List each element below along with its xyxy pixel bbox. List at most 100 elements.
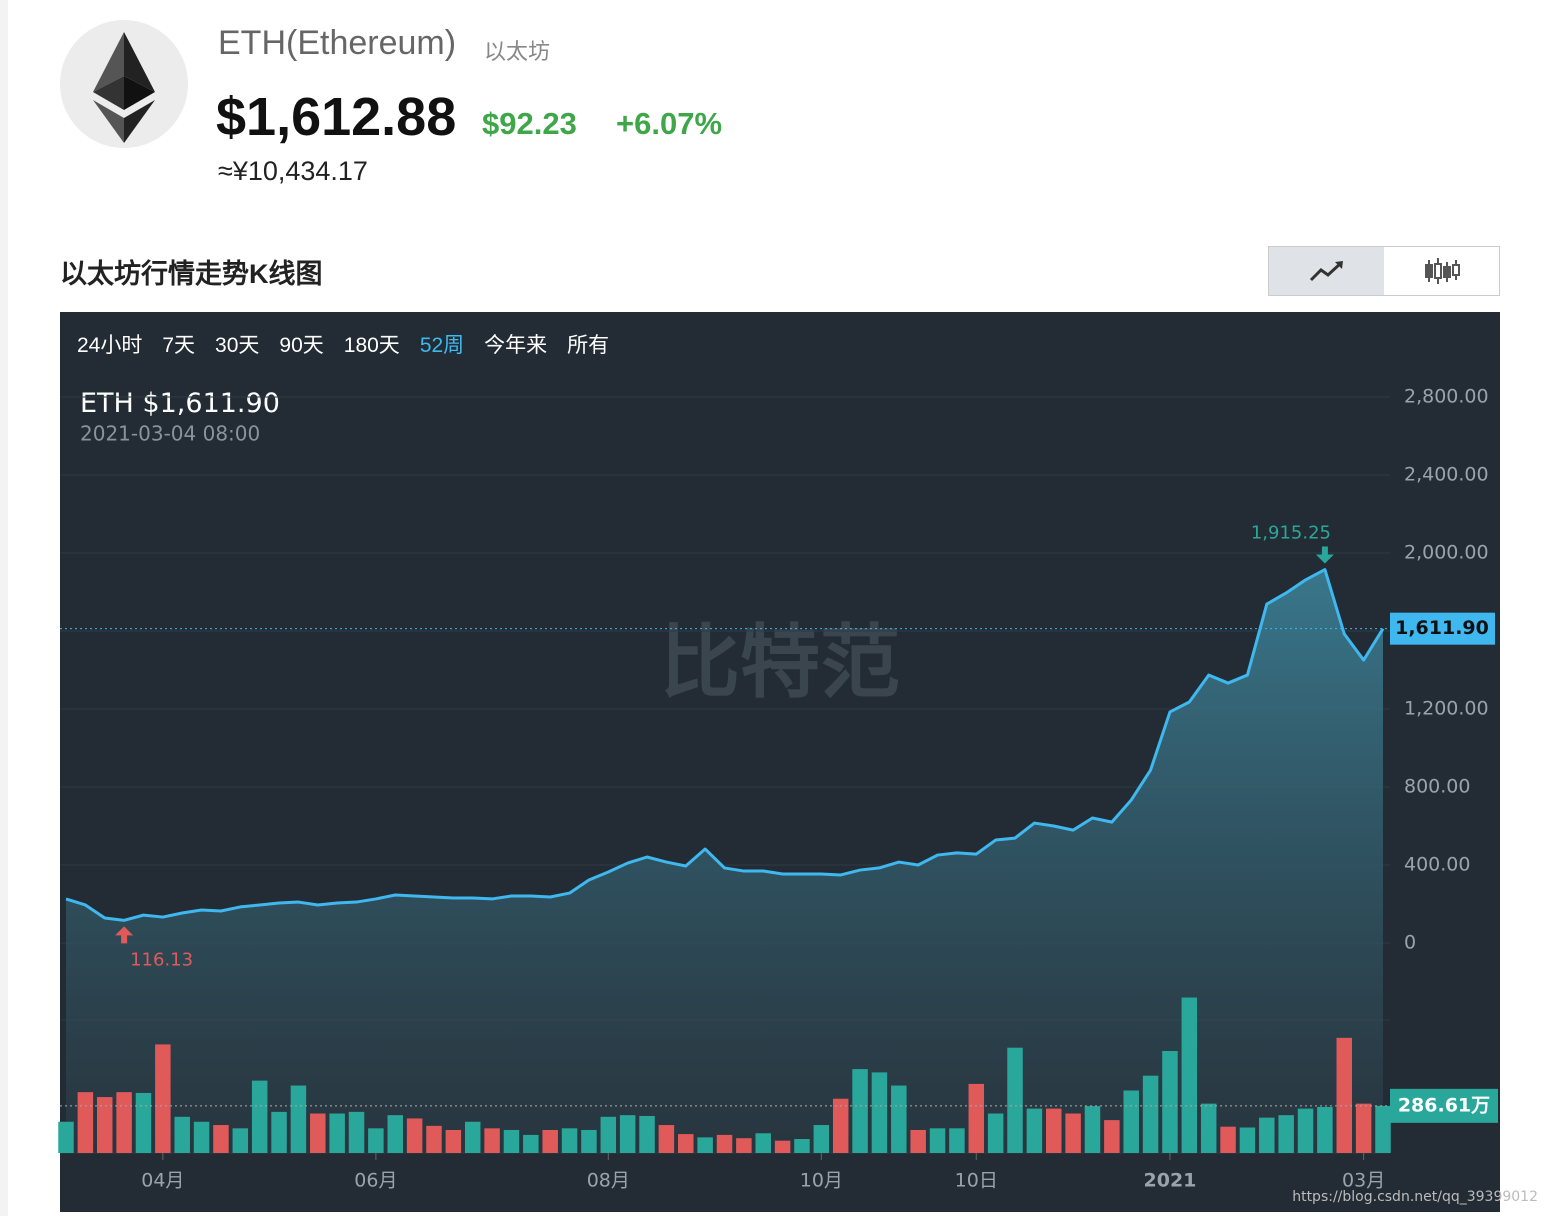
volume-bar	[678, 1134, 694, 1153]
min-arrow	[115, 926, 134, 944]
volume-bar	[1259, 1117, 1275, 1153]
range-tab[interactable]: 90天	[279, 334, 324, 357]
volume-bar	[1007, 1047, 1023, 1153]
range-tab[interactable]: 7天	[162, 334, 196, 357]
footer-url: https://blog.csdn.net/qq_39399012	[1292, 1189, 1538, 1205]
range-tab[interactable]: 180天	[343, 334, 400, 357]
volume-bar	[949, 1128, 965, 1153]
volume-bar	[716, 1134, 733, 1153]
volume-bar	[1084, 1106, 1101, 1153]
range-tab[interactable]: 52周	[419, 334, 465, 357]
volume-bar	[1375, 1105, 1391, 1153]
change: $92.23	[482, 106, 577, 141]
range-tabs: 24小时 7天 30天 90天 180天 52周 今年来 所有	[60, 312, 1500, 376]
volume-bar	[542, 1129, 558, 1153]
current-volume-tag	[1390, 1088, 1498, 1123]
y-tick-label: 0	[1404, 932, 1416, 954]
volume-bar	[464, 1121, 481, 1153]
volume-bar	[348, 1111, 365, 1153]
min-label: 116.13	[130, 949, 193, 970]
section-title: 以太坊行情走势K线图	[60, 259, 323, 289]
volume-bar	[484, 1128, 500, 1153]
volume-bar	[774, 1140, 791, 1153]
max-label: 1,915.25	[1251, 523, 1331, 544]
readout-price: $1,611.90	[142, 388, 279, 419]
name-cn: 以太坊	[484, 39, 551, 64]
volume-bar	[891, 1085, 907, 1153]
volume-bar	[174, 1116, 190, 1153]
candle-view-button[interactable]	[1384, 247, 1499, 295]
volume-bar	[561, 1128, 578, 1153]
range-tab[interactable]: 30天	[215, 334, 260, 357]
volume-bar	[1297, 1108, 1314, 1153]
price-line	[65, 568, 1385, 922]
volume-bar	[1239, 1127, 1256, 1153]
volume-bar	[1065, 1113, 1081, 1153]
price-cny: ≈¥10,434.17	[218, 156, 368, 186]
range-tab[interactable]: 今年来	[484, 334, 548, 357]
current-price-label: 1,611.90	[1395, 617, 1489, 639]
y-tick-label: 400.00	[1404, 854, 1470, 876]
volume-bar	[387, 1115, 403, 1153]
volume-bar	[1278, 1115, 1294, 1153]
volume-bar	[755, 1133, 771, 1153]
volume-bar	[736, 1138, 752, 1153]
y-tick-label: 2,800.00	[1404, 386, 1489, 408]
volume-bar	[968, 1083, 985, 1153]
volume-bar	[1104, 1120, 1120, 1153]
range-tab[interactable]: 24小时	[77, 334, 143, 357]
current-price-tag	[1390, 612, 1495, 645]
max-arrow	[1315, 546, 1334, 564]
volume-bar	[135, 1092, 152, 1153]
volume-bar	[658, 1125, 675, 1153]
x-tick-label: 10月	[800, 1170, 843, 1192]
line-view-button[interactable]	[1269, 247, 1384, 295]
volume-bar	[929, 1128, 946, 1153]
volume-bar	[503, 1129, 520, 1153]
volume-bar	[193, 1121, 210, 1153]
volume-bar	[251, 1080, 268, 1153]
volume-bar	[794, 1139, 810, 1153]
side-strip	[0, 0, 8, 1216]
volume-bar	[406, 1118, 423, 1153]
volume-bar	[1181, 997, 1198, 1153]
volume-bar	[290, 1085, 307, 1153]
readout-time: 2021-03-04 08:00	[80, 422, 260, 446]
volume-bar	[697, 1137, 713, 1153]
volume-bar	[581, 1129, 597, 1153]
volume-bar	[116, 1092, 132, 1153]
volume-bar	[639, 1115, 655, 1153]
volume-bar	[310, 1113, 326, 1153]
eth-logo	[60, 20, 188, 148]
volume-bar	[1317, 1106, 1333, 1153]
volume-bar	[1355, 1103, 1372, 1153]
volume-bar	[232, 1128, 249, 1153]
symbol: ETH(Ethereum)	[218, 24, 457, 62]
change-pct: +6.07%	[616, 106, 723, 141]
volume-bar	[987, 1113, 1004, 1153]
view-toggle	[1268, 246, 1500, 296]
volume-bar	[1046, 1108, 1062, 1153]
volume-bar	[523, 1134, 539, 1153]
series-name: ETH	[80, 388, 134, 419]
y-tick-label: 2,000.00	[1404, 542, 1489, 564]
range-tab[interactable]: 所有	[567, 334, 610, 357]
volume-bar	[58, 1121, 74, 1153]
y-tick-label: 1,200.00	[1404, 698, 1489, 720]
volume-bar	[445, 1129, 462, 1153]
volume-bar	[213, 1125, 229, 1153]
y-tick-label: 2,400.00	[1404, 464, 1489, 486]
volume-bar	[1123, 1090, 1139, 1153]
x-tick-label: 03月	[1342, 1170, 1385, 1192]
current-volume-label: 286.61万	[1398, 1094, 1490, 1116]
x-tick-label: 2021	[1144, 1170, 1197, 1192]
watermark: 比特范	[660, 616, 900, 709]
volume-bar	[619, 1115, 636, 1153]
volume-bar	[1142, 1075, 1159, 1153]
volume-bar	[426, 1125, 442, 1153]
x-tick-label: 10日	[955, 1170, 998, 1192]
volume-bar	[96, 1097, 113, 1153]
volume-bar	[1220, 1126, 1236, 1153]
